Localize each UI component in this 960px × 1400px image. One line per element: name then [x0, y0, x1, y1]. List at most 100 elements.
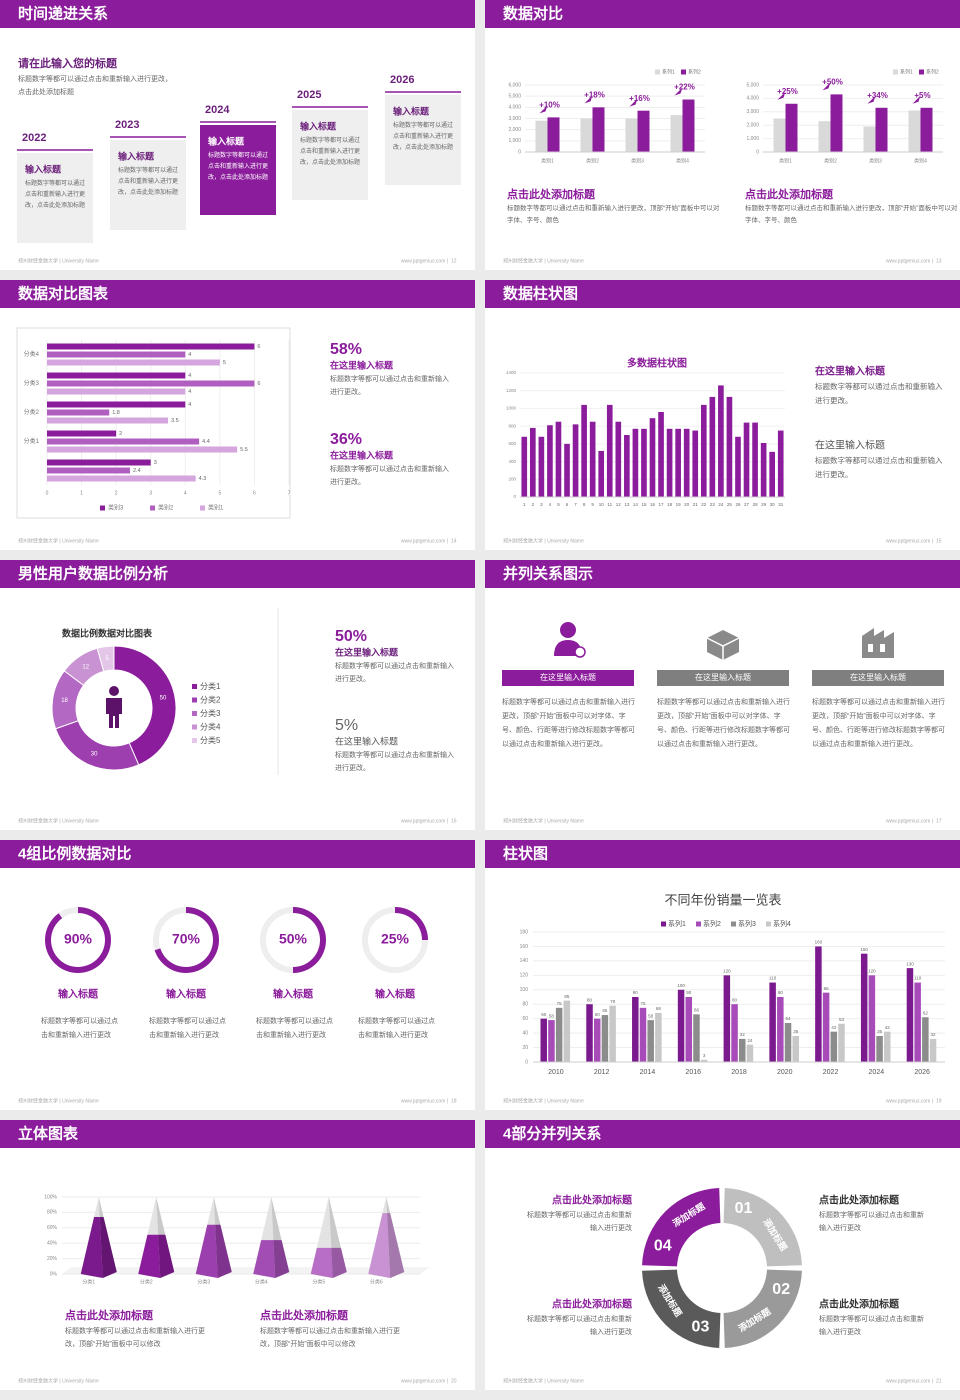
- data-label: 58: [648, 1013, 654, 1018]
- y-tick-label: 160: [520, 944, 529, 950]
- pyramid-shade: [158, 1234, 175, 1278]
- slide-header: [0, 280, 475, 308]
- legend-swatch: [192, 711, 197, 716]
- chart-title: 不同年份销量一览表: [664, 892, 781, 907]
- bar: [547, 117, 560, 152]
- legend-label: 系列2: [703, 919, 721, 928]
- y-tick-label: 20: [522, 1045, 528, 1051]
- ring-label: 50%: [279, 931, 308, 947]
- x-tick-label: 23: [710, 502, 716, 507]
- bar: [884, 1031, 891, 1062]
- x-tick-label: 6: [566, 502, 569, 507]
- pyramid-shade: [331, 1247, 347, 1278]
- page-number: 15: [936, 538, 942, 544]
- data-label: 80: [732, 997, 738, 1002]
- data-label: 6: [257, 344, 260, 350]
- legend-swatch: [192, 684, 197, 689]
- bar: [769, 982, 776, 1062]
- data-label: 3: [154, 460, 157, 466]
- legend-label: 系列1: [668, 919, 686, 928]
- data-label: 90: [778, 990, 784, 995]
- y-tick-label: 6,000: [508, 82, 521, 88]
- y-tick-label: 400: [508, 459, 516, 464]
- pyramid-face: [158, 1234, 175, 1278]
- footer-school: 郑州财经金融大学 | University Name: [503, 257, 584, 264]
- x-tick-label: 2026: [914, 1069, 930, 1076]
- plot-frame: [16, 327, 291, 519]
- bar: [538, 436, 545, 497]
- data-label: 85: [564, 994, 570, 999]
- x-tick-label: 1: [523, 502, 526, 507]
- bar: [739, 1038, 746, 1062]
- bar: [718, 385, 724, 497]
- bar: [906, 968, 914, 1062]
- x-tick-label: 2014: [640, 1069, 656, 1076]
- footer-site: www.pptgenius.com |: [401, 818, 448, 824]
- bar: [580, 118, 593, 152]
- year: 2025: [297, 89, 321, 101]
- bar: [535, 120, 548, 152]
- y-tick-label: 4,000: [508, 105, 521, 111]
- bar: [785, 103, 798, 152]
- data-label: 2: [119, 431, 122, 437]
- data-label: 75: [557, 1001, 563, 1006]
- bar: [675, 428, 681, 497]
- y-tick-label: 0: [518, 149, 521, 155]
- footer-site: www.pptgenius.com |: [401, 538, 448, 544]
- legend-label: 系列2: [688, 68, 701, 75]
- pyramid-face: [253, 1240, 276, 1278]
- pyramid-fill: [195, 1224, 232, 1278]
- paragraph: 标题数字等都可以通过点击和重新输入进行更改。: [330, 466, 449, 487]
- data-label: 66: [694, 1008, 700, 1013]
- item-label: 输入标题: [273, 988, 314, 1001]
- bar: [677, 989, 685, 1062]
- year: 2022: [22, 132, 46, 144]
- data-label: 58: [549, 1013, 555, 1018]
- bar: [47, 359, 220, 366]
- paragraph: 标题数字等都可以通过点击和重新输入进行更改: [819, 1212, 924, 1233]
- text-box: 标题数字等都可以通过点击和重新输入进行更改。: [330, 466, 449, 487]
- bar: [637, 110, 650, 152]
- text-box: 标题数字等都可以通过点击和重新输入进行更改，顶部“开始”面板中可以修改: [260, 1328, 400, 1348]
- annotation: +34%: [867, 91, 888, 100]
- slide-header: [0, 840, 475, 868]
- pyramid-face: [331, 1247, 347, 1278]
- percent: 50%: [335, 628, 367, 645]
- bar: [615, 421, 622, 497]
- x-tick-label: 21: [693, 502, 699, 507]
- bar: [822, 992, 830, 1062]
- bar: [908, 110, 921, 152]
- data-label: 3.5: [171, 418, 179, 424]
- data-label: 54: [786, 1016, 792, 1021]
- y-tick-label: 1400: [506, 370, 517, 375]
- slide-title: 4部分并列关系: [503, 1124, 601, 1142]
- bar: [601, 1015, 609, 1062]
- bar: [47, 438, 200, 445]
- text-box: 标题数字等都可以通过点击和重新输入进行更改，顶部“开始”面板中可以对字体、字号、…: [502, 699, 635, 748]
- legend-swatch: [655, 69, 660, 75]
- step-box: [200, 125, 276, 215]
- x-tick-label: 10: [599, 502, 605, 507]
- slide-title: 数据对比图表: [18, 284, 109, 302]
- annotation: +16%: [629, 94, 650, 103]
- step-label: 输入标题: [393, 105, 430, 116]
- footer-school: 郑州财经金融大学 | University Name: [18, 537, 99, 544]
- paragraph: 标题数字等都可以通过点击和重新输入进行更改，点击此处添加标题: [25, 181, 86, 209]
- text-box: 标题数字等都可以通过点击和重新输入进行更改，顶部“开始”面板中可以对字体、字号、…: [507, 205, 719, 224]
- pyramid-shade: [387, 1213, 405, 1278]
- y-tick-label: 80%: [47, 1210, 58, 1216]
- legend-swatch: [192, 738, 197, 743]
- item-label: 在这里输入标题: [815, 365, 886, 378]
- pyramid-face: [273, 1240, 290, 1278]
- pyramid-face: [310, 1247, 333, 1278]
- legend-swatch: [150, 505, 155, 511]
- bar: [726, 396, 733, 497]
- heading: 点击此处添加标题: [260, 1308, 349, 1322]
- bar: [641, 428, 647, 497]
- paragraph: 标题数字等都可以通过点击和重新输入进行更改，顶部“开始”面板中可以修改: [65, 1328, 205, 1349]
- y-tick-label: 0: [513, 494, 516, 499]
